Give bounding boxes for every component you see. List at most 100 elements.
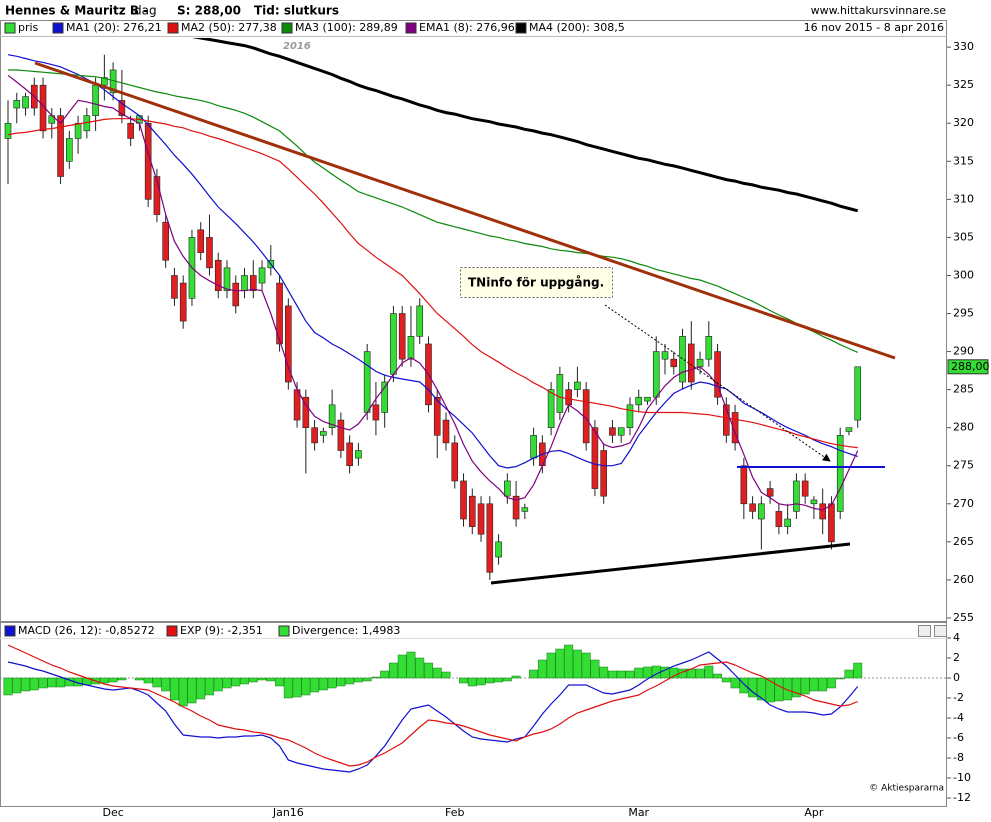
y-tick-label: 310 (953, 192, 974, 205)
legend-swatch (52, 22, 64, 34)
candle-body (705, 336, 713, 360)
candle-body (530, 434, 537, 459)
divergence-bar (432, 667, 442, 679)
divergence-bar (844, 669, 854, 679)
divergence-bar (774, 677, 784, 702)
candle-body (635, 396, 643, 406)
candle-body (451, 442, 459, 482)
candle-body (775, 511, 783, 527)
divergence-bar (730, 677, 740, 689)
candle-body (311, 427, 318, 444)
y-tick-label: 4 (953, 631, 960, 644)
divergence-bar (634, 667, 644, 679)
candle-body (320, 431, 327, 436)
divergence-bar (835, 677, 845, 680)
candle-body (696, 358, 704, 368)
legend-label: EMA1 (8): 276,96 (419, 21, 515, 34)
divergence-bar (205, 677, 214, 696)
candle-body (521, 507, 529, 512)
divergence-bar (765, 677, 775, 703)
divergence-bar (248, 677, 258, 683)
divergence-bar (739, 677, 749, 694)
price-basis: Tid: slutkurs (254, 4, 339, 18)
divergence-bar (336, 677, 346, 687)
divergence-bar (143, 677, 153, 684)
divergence-bar (494, 677, 504, 683)
divergence-bar (240, 677, 249, 685)
divergence-bar (441, 671, 451, 679)
divergence-bar (502, 677, 512, 682)
candle-body (390, 313, 397, 375)
candle-body (355, 450, 362, 459)
y-tick-label: 275 (953, 459, 974, 472)
divergence-bar (161, 677, 171, 692)
candle-body (372, 404, 380, 421)
candle-body (197, 229, 205, 253)
candle-body (512, 495, 520, 520)
legend-label: MA3 (100): 289,89 (295, 21, 398, 34)
divergence-bar (257, 677, 267, 681)
close-button[interactable] (934, 625, 947, 637)
divergence-bar (178, 677, 188, 707)
candle-body (574, 381, 581, 390)
divergence-bar (721, 677, 731, 683)
date-range: 16 nov 2015 - 8 apr 2016 (804, 21, 944, 34)
candle-body (407, 336, 415, 360)
candle-body (433, 396, 441, 436)
candle-body (74, 122, 82, 139)
candle-body (740, 465, 748, 505)
y-tick-label: 305 (953, 230, 974, 243)
candle-body (652, 351, 660, 398)
divergence-bar (467, 677, 477, 687)
divergence-bar (388, 662, 398, 679)
resistance-trendline (34, 61, 896, 360)
y-tick-label: 320 (953, 116, 974, 129)
divergence-bar (599, 666, 609, 679)
last-price-badge (947, 359, 989, 375)
divergence-bar (362, 677, 372, 682)
x-tick-label: Apr (804, 806, 824, 819)
divergence-bar (397, 654, 407, 679)
last-price: S: 288,00 (177, 4, 241, 18)
candle-body (101, 77, 108, 86)
candle-body (66, 138, 73, 162)
candle-body (285, 305, 292, 383)
candle-body (171, 275, 178, 299)
divergence-bar (669, 667, 679, 679)
divergence-bar (616, 670, 626, 679)
candle-body (381, 381, 388, 413)
divergence-bar (424, 662, 433, 679)
legend-swatch (4, 22, 16, 34)
annotation-text: TNinfo för uppgång. (468, 276, 604, 290)
candle-body (626, 404, 634, 428)
annotation-arrow (604, 304, 831, 462)
divergence-bar (283, 677, 293, 699)
legend-swatch (166, 625, 178, 637)
divergence-bar (187, 677, 197, 704)
candle-body (766, 488, 774, 497)
legend-swatch (281, 22, 293, 34)
divergence-bar (371, 676, 381, 679)
divergence-bar (853, 662, 863, 679)
divergence-bar (29, 677, 39, 691)
candle-body (206, 237, 213, 269)
candle-body (687, 343, 695, 383)
divergence-bar (117, 677, 127, 681)
candle-body (758, 503, 765, 520)
y-tick-label: -10 (953, 771, 971, 784)
divergence-bar (56, 677, 66, 688)
divergence-bar (459, 677, 468, 684)
y-tick-label: 270 (953, 497, 974, 510)
divergence-bar (476, 677, 486, 686)
candle-body (363, 351, 371, 413)
candle-body (179, 282, 187, 322)
x-tick-label: Feb (445, 806, 464, 819)
divergence-bar (485, 677, 495, 684)
divergence-bar (213, 677, 223, 692)
divergence-bar (169, 677, 179, 701)
candle-body (495, 541, 502, 558)
divergence-bar (826, 677, 836, 689)
divergence-bar (38, 677, 48, 689)
divergence-bar (818, 677, 828, 692)
zoom-button[interactable] (918, 625, 931, 637)
